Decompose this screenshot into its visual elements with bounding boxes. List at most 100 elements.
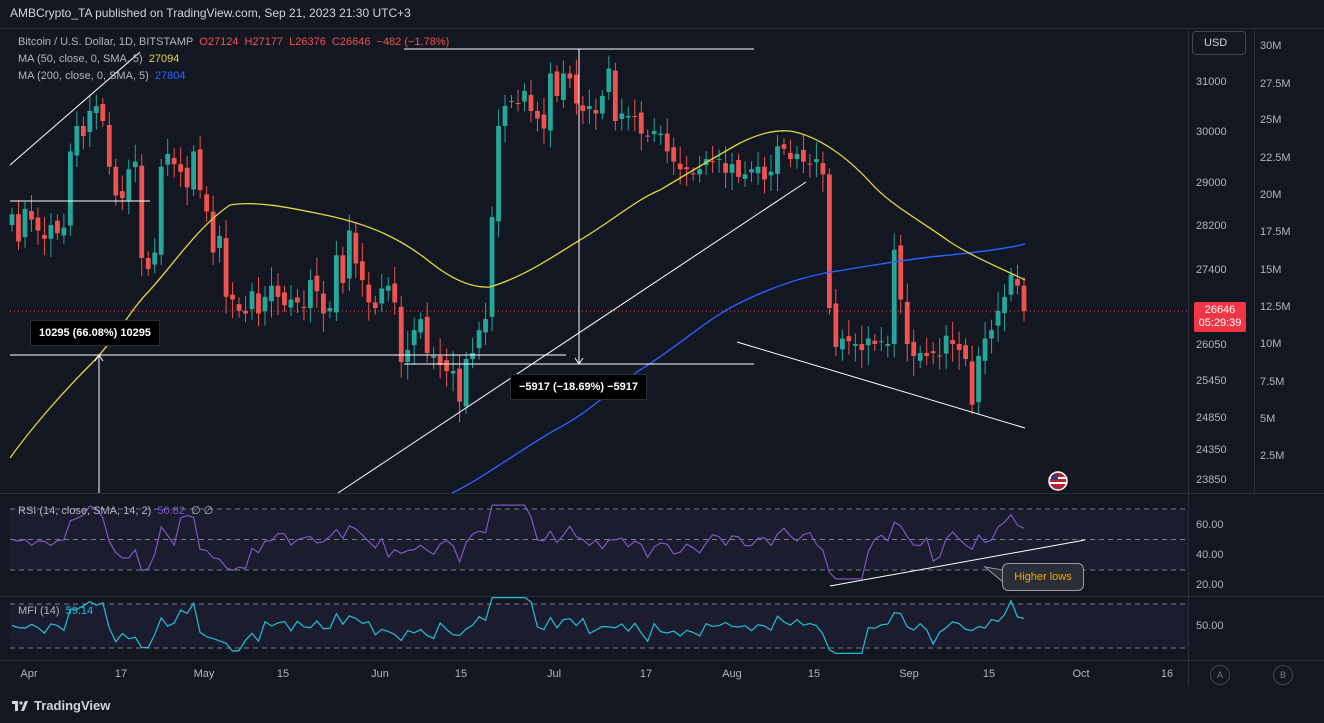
ma200-legend[interactable]: MA (200, close, 0, SMA, 5) 27804 [18, 70, 189, 82]
time-axis-tick: 15 [277, 668, 289, 680]
candle [470, 337, 475, 369]
candle [496, 109, 501, 238]
candle [379, 274, 385, 313]
candle-body [204, 194, 210, 212]
candle-body [236, 304, 242, 311]
candle-body [586, 106, 592, 109]
candle-body [917, 353, 923, 361]
candle [346, 214, 352, 292]
mfi-band [10, 604, 1188, 648]
candle [612, 62, 618, 131]
measure-mid-arrow [574, 357, 584, 365]
candle [671, 137, 677, 175]
candle-body [353, 232, 359, 264]
candle-body [483, 319, 488, 333]
candle-body [781, 144, 787, 149]
candle-body [651, 131, 657, 135]
candle [554, 65, 560, 102]
candle-body [885, 344, 891, 346]
candle [457, 355, 463, 423]
candle-body [716, 159, 722, 161]
rsi-axis-tick: 20.00 [1196, 579, 1224, 591]
candle-body [976, 356, 981, 403]
candle-body [74, 126, 80, 156]
candle-body [814, 159, 819, 163]
auto-scale-button[interactable]: A [1210, 665, 1230, 685]
candle [359, 243, 365, 297]
candle-body [723, 163, 728, 173]
candle [256, 277, 261, 327]
falling-trendline [736, 341, 1026, 429]
candle [852, 333, 858, 362]
candle-body [249, 291, 255, 310]
candle-body [463, 359, 469, 407]
candle [301, 290, 307, 321]
time-axis-tick: Aug [722, 668, 742, 680]
candle-body [950, 340, 956, 344]
candle-body [1008, 274, 1014, 295]
candle-body [9, 214, 15, 225]
us-flag-icon[interactable] [1048, 471, 1068, 491]
candle [191, 145, 197, 196]
candle-body [424, 316, 430, 353]
time-axis-tick: Apr [20, 668, 37, 680]
candle-body [22, 208, 28, 238]
candle [243, 296, 248, 323]
candle-body [411, 330, 417, 346]
candle [1021, 277, 1027, 322]
candle-body [768, 171, 774, 176]
candle [340, 246, 346, 294]
candle-body [509, 101, 514, 102]
candle-body [132, 161, 138, 168]
currency-button[interactable]: USD [1192, 31, 1246, 55]
candle [197, 136, 203, 199]
candle-body [398, 306, 404, 362]
ma50-value: 27094 [148, 53, 180, 65]
candle-body [826, 174, 832, 308]
time-axis-tick: May [194, 668, 215, 680]
price-axis-tick: 25450 [1196, 375, 1227, 387]
volume-axis-tick: 30M [1260, 40, 1281, 52]
symbol-legend[interactable]: Bitcoin / U.S. Dollar, 1D, BITSTAMP O271… [18, 36, 452, 48]
ohlc-high: H27177 [244, 36, 284, 48]
rising-trendline [337, 181, 807, 494]
candle [969, 345, 975, 415]
candle-body [632, 116, 638, 117]
candle-body [152, 252, 158, 265]
candle [106, 112, 112, 175]
candle-body [366, 284, 372, 303]
candle-body [522, 91, 527, 102]
candle [528, 80, 534, 123]
mfi-axis-tick: 50.00 [1196, 620, 1224, 632]
rsi-legend[interactable]: RSI (14, close, SMA, 14, 2) 50.82 ∅ ∅ [18, 504, 216, 517]
candle [846, 319, 852, 355]
candle [476, 321, 482, 360]
candle [158, 158, 164, 266]
candle-body [645, 135, 651, 137]
candle [599, 90, 605, 120]
mfi-legend[interactable]: MFI (14) 59.14 [18, 605, 96, 617]
ma50-legend[interactable]: MA (50, close, 0, SMA, 5) 27094 [18, 53, 182, 65]
log-scale-button[interactable]: B [1273, 665, 1293, 685]
candle-body [359, 261, 365, 281]
candle [450, 351, 456, 392]
candle-body [1002, 296, 1007, 313]
candle-body [872, 340, 878, 344]
candle [1002, 284, 1007, 332]
candle [353, 222, 359, 278]
candle-body [573, 74, 579, 104]
candle [645, 129, 651, 143]
tradingview-logo-icon [12, 701, 28, 711]
candle-body [937, 355, 943, 357]
candle-body [489, 216, 495, 317]
candle-body [677, 163, 683, 170]
candle-body [437, 356, 443, 365]
candle [74, 111, 80, 167]
candle [178, 147, 184, 188]
candle-body [697, 169, 703, 175]
tradingview-brand: TradingView [12, 698, 110, 713]
candle [152, 238, 158, 274]
candle [385, 277, 391, 302]
higher-lows-callout: Higher lows [1002, 563, 1084, 591]
